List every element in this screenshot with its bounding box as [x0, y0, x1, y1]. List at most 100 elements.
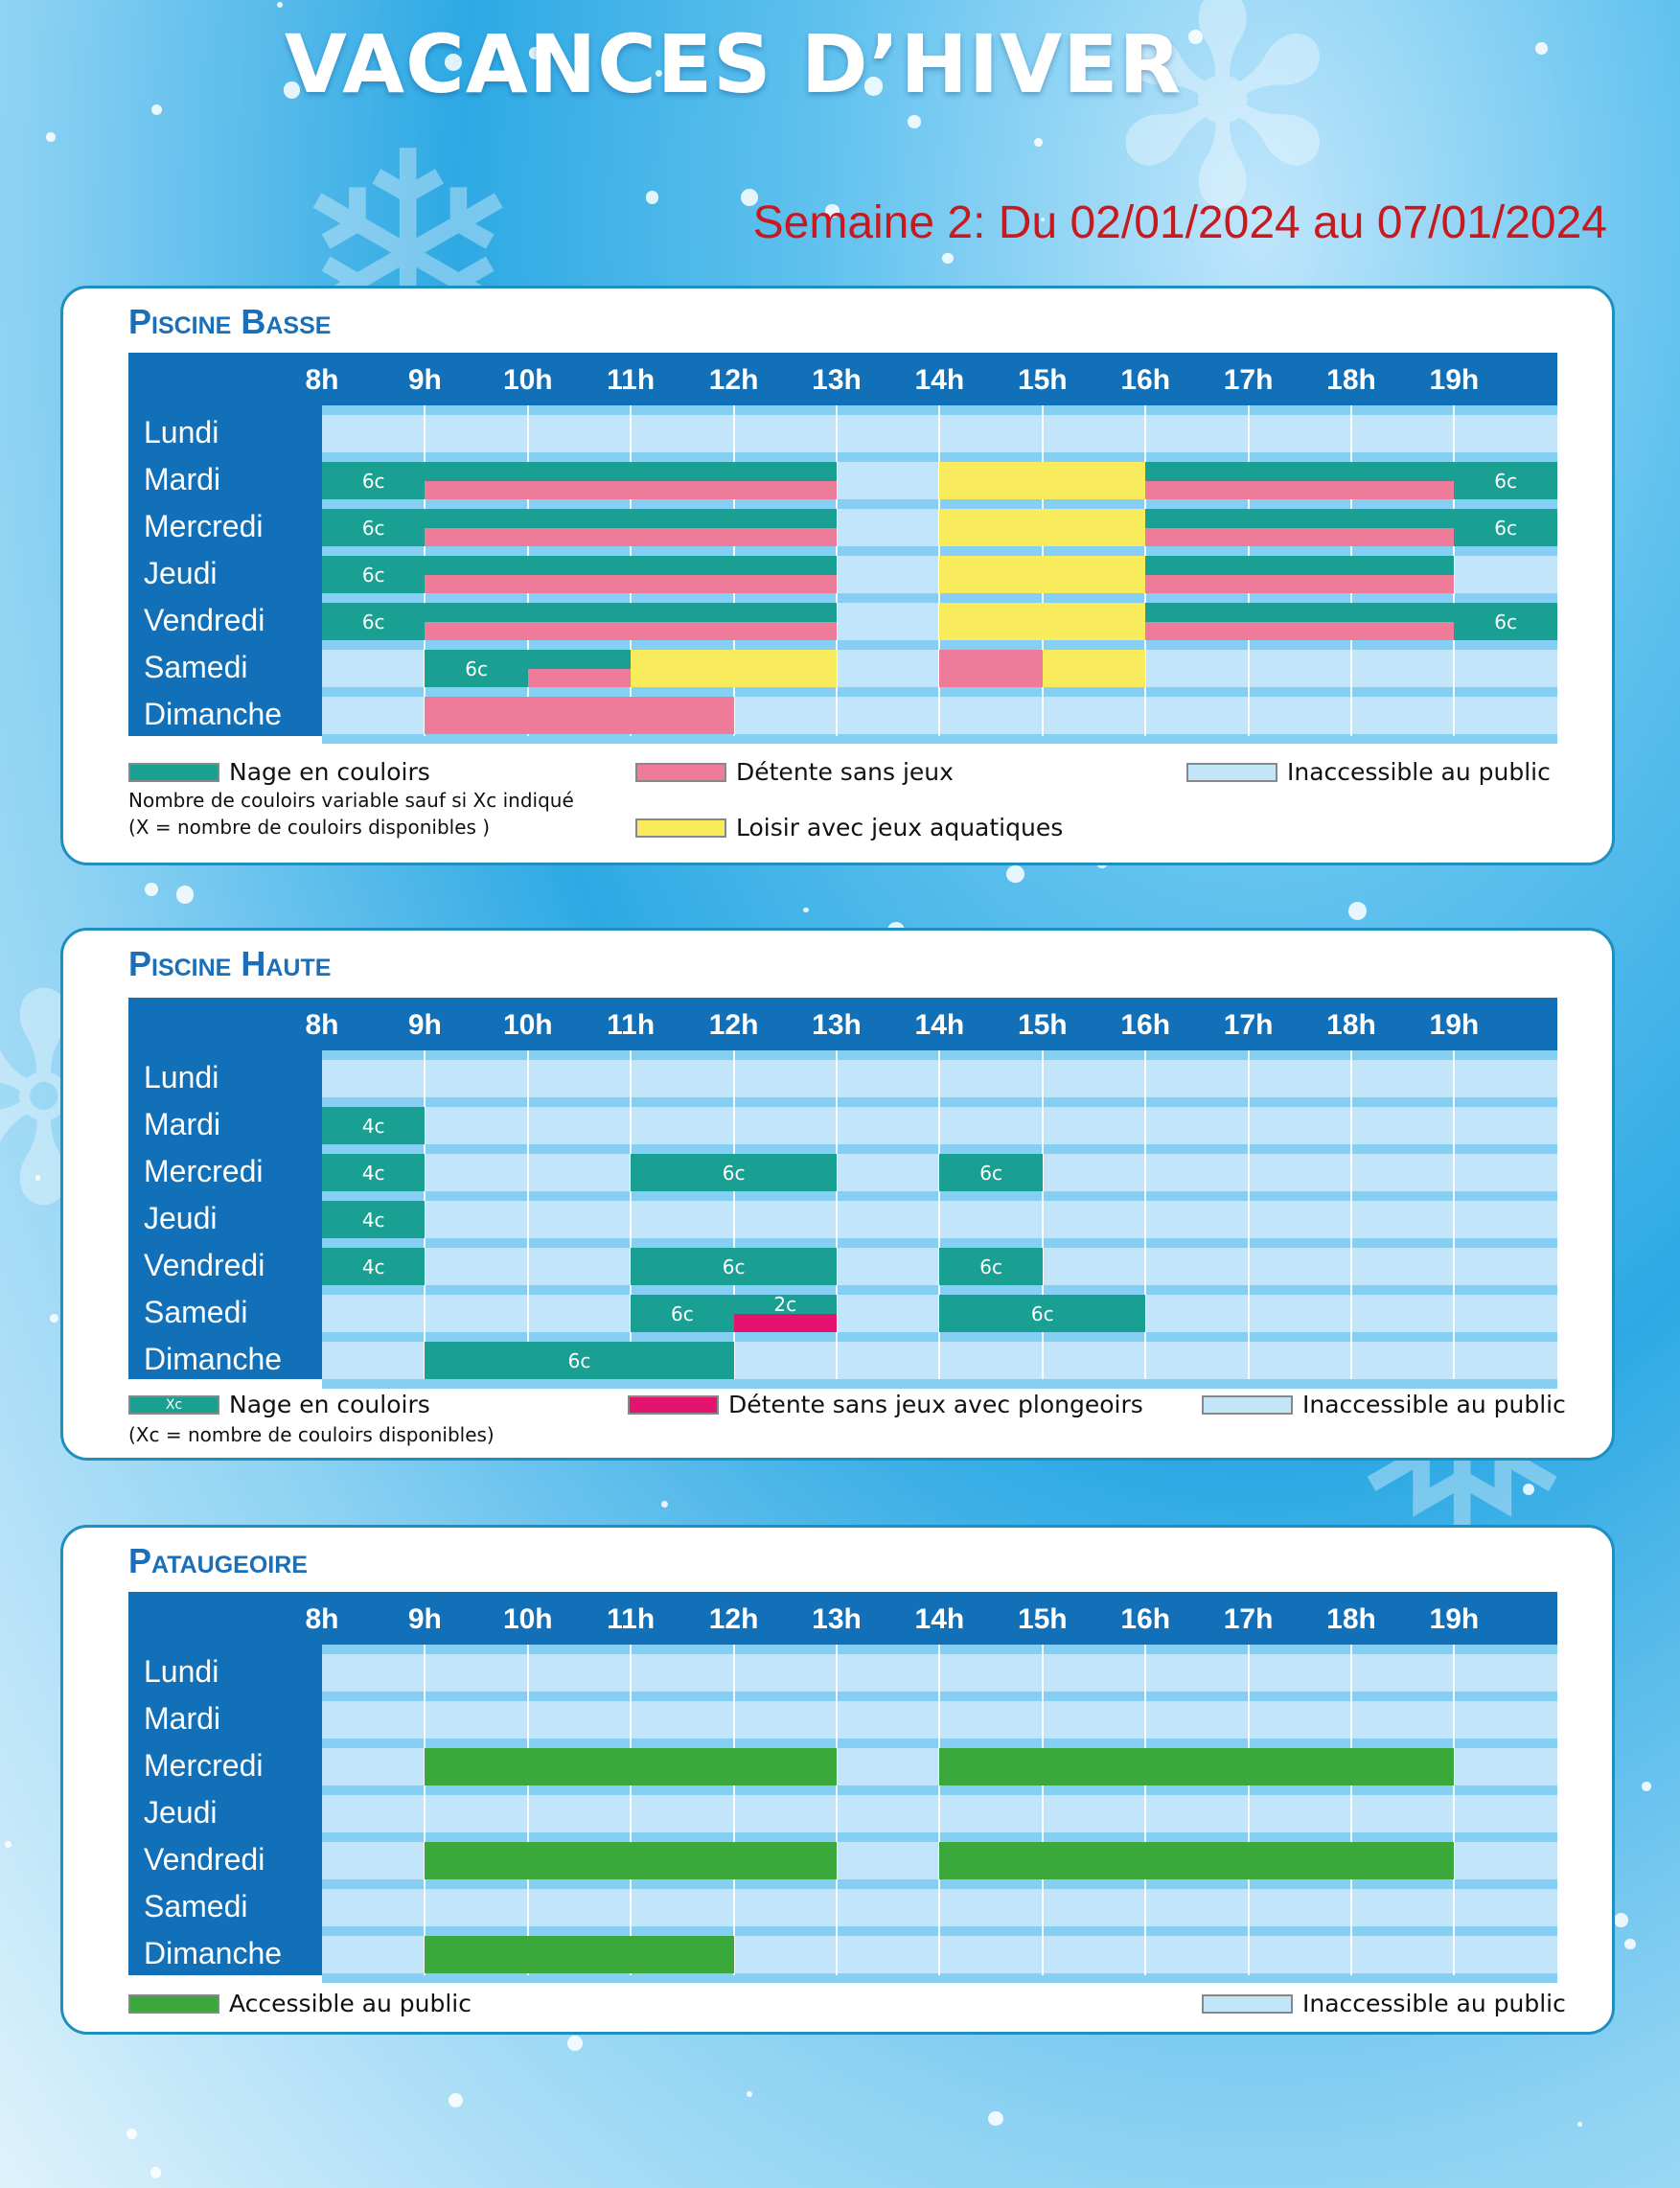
snow-dot: [567, 2035, 583, 2051]
slot-detente: [939, 650, 1043, 687]
snow-dot: [863, 77, 884, 96]
hour-label: 10h: [502, 1603, 553, 1635]
snow-dot: [942, 252, 954, 265]
slot-accessible: [425, 1748, 837, 1785]
hour-gridline: [1453, 405, 1456, 736]
slot-detente: [1145, 621, 1455, 640]
slot-nage: [1145, 509, 1455, 528]
hour-label: 8h: [305, 1009, 339, 1041]
snow-dot: [1522, 1483, 1534, 1495]
day-label: Mardi: [144, 1701, 221, 1736]
day-label: Vendredi: [144, 1248, 265, 1282]
slot-nage: [425, 603, 837, 622]
hour-label: 18h: [1326, 1009, 1376, 1041]
slot-nage: 2c: [733, 1293, 837, 1316]
slot-nage: 6c: [939, 1248, 1043, 1285]
hour-gridline: [1247, 1645, 1250, 1975]
day-label: Jeudi: [144, 556, 218, 590]
hour-label: 15h: [1017, 1009, 1068, 1041]
slot-detente: [1145, 527, 1455, 546]
snow-dot: [1187, 29, 1203, 44]
slot-plongeoirs: [733, 1313, 837, 1332]
hour-label: 13h: [812, 364, 862, 396]
snow-dot: [5, 1841, 12, 1849]
legend-label: Accessible au public: [229, 1990, 472, 2017]
slot-nage: 6c: [1454, 462, 1557, 499]
snow-dot: [1614, 1913, 1629, 1927]
hour-label: 17h: [1223, 364, 1274, 396]
snow-dot: [276, 2, 283, 9]
snow-dot: [127, 2128, 138, 2139]
snow-dot: [283, 81, 300, 99]
row-separator: [322, 734, 1557, 744]
hour-label: 19h: [1429, 1009, 1480, 1041]
hour-gridline: [1453, 1645, 1456, 1975]
hour-gridline: [836, 1050, 838, 1379]
snow-dot: [746, 2090, 752, 2097]
legend-label: Détente sans jeux avec plongeoirs: [728, 1391, 1143, 1418]
hour-label: 15h: [1017, 364, 1068, 396]
slot-nage: [1145, 556, 1455, 575]
hour-gridline: [526, 1050, 529, 1379]
schedule-grid: 8h 9h 10h 11h 12h 13h 14h 15h 16h 17h 18h 19h Lundi M…: [128, 353, 1557, 744]
hour-label: 12h: [708, 1603, 759, 1635]
day-label: Jeudi: [144, 1201, 218, 1235]
slot-nage: 4c: [322, 1107, 426, 1144]
hour-label: 11h: [607, 364, 656, 396]
hour-label: 12h: [708, 364, 759, 396]
grid-body: 6c 6c 6c 6c 6c 6c 6c 6c: [322, 405, 1557, 744]
snow-dot: [908, 115, 922, 128]
slot-nage: 6c: [425, 1342, 734, 1379]
hour-gridline: [630, 1050, 633, 1379]
hour-gridline: [1041, 1050, 1044, 1379]
snow-dot: [741, 188, 759, 206]
hour-gridline: [1247, 1050, 1250, 1379]
day-label: Samedi: [144, 1889, 248, 1923]
hour-gridline: [424, 1050, 426, 1379]
snow-dot: [802, 907, 809, 913]
snow-dot: [988, 2110, 1003, 2127]
slot-nage: [1145, 462, 1455, 481]
hour-label: 9h: [407, 364, 442, 396]
legend-label: Nage en couloirs: [229, 1391, 430, 1418]
legend-loisir: Loisir avec jeux aquatiques: [635, 814, 1063, 841]
day-label: Dimanche: [144, 1936, 283, 1970]
day-label: Mardi: [144, 1107, 221, 1141]
day-label: Dimanche: [144, 1342, 283, 1376]
legend-swatch: [1202, 1993, 1293, 2014]
day-label: Lundi: [144, 415, 219, 449]
slot-detente: [425, 697, 734, 734]
snow-dot: [660, 1500, 669, 1509]
hour-gridline: [1144, 1050, 1147, 1379]
slot-nage: [527, 650, 632, 669]
hour-gridline: [630, 1645, 633, 1975]
day-label: Vendredi: [144, 603, 265, 637]
hour-gridline: [1350, 1645, 1352, 1975]
hour-label: 10h: [502, 1009, 553, 1041]
snow-dot: [175, 886, 195, 904]
slot-nage: 6c: [322, 462, 426, 499]
snow-dot: [35, 1175, 41, 1181]
legend-label: Nage en couloirs: [229, 758, 430, 786]
legend-swatch: [628, 1394, 719, 1415]
slot-loisir: [939, 509, 1146, 546]
slot-loisir: [939, 603, 1146, 640]
slot-nage: 6c: [425, 650, 528, 687]
slot-detente: [1145, 480, 1455, 499]
legend-accessible: Accessible au public: [128, 1990, 472, 2017]
snow-dot: [1534, 41, 1548, 56]
hour-label: 12h: [708, 1009, 759, 1041]
snow-dot: [1577, 2122, 1583, 2128]
snow-dot: [151, 104, 163, 115]
hour-label: 14h: [914, 1009, 965, 1041]
legend-nage: Xc Nage en couloirs: [128, 1391, 430, 1418]
snowflake-icon: ✻: [1102, 0, 1344, 272]
day-label: Samedi: [144, 650, 248, 684]
hour-label: 8h: [305, 364, 339, 396]
slot-detente: [425, 527, 837, 546]
panel-pataugeoire: Pataugeoire 8h 9h 10h 11h 12h 13h 14h 15h 16h 17h…: [60, 1525, 1615, 2035]
hour-label: 14h: [914, 1603, 965, 1635]
legend-swatch: Xc: [128, 1394, 219, 1415]
slot-detente: [425, 574, 837, 593]
slot-nage: 6c: [939, 1295, 1146, 1332]
